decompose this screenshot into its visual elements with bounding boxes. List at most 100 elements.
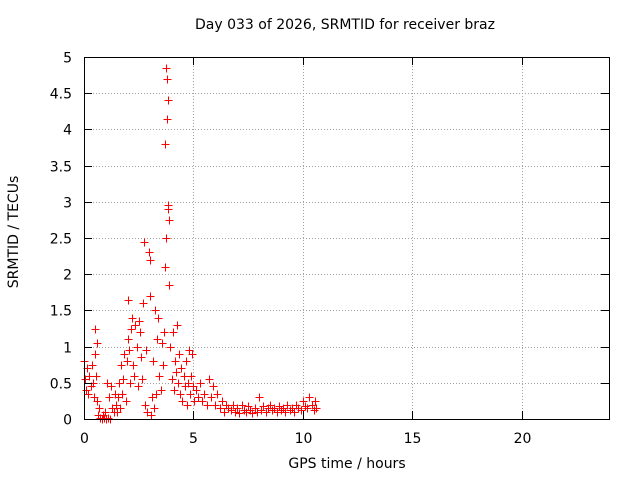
data-point [283,401,292,410]
data-point [128,314,137,323]
data-point [162,64,171,73]
data-point [305,393,314,402]
data-point [277,406,286,415]
data-point [104,414,113,423]
y-tick-label: 1.5 [50,304,72,320]
data-point [205,375,214,384]
data-point [84,390,93,399]
data-point [244,402,253,411]
data-point [275,402,284,411]
data-point [255,393,264,402]
data-point [168,375,177,384]
x-axis-label: GPS time / hours [288,456,406,472]
data-point [95,404,104,413]
data-point [127,325,136,334]
data-point [235,409,244,418]
data-point [180,372,189,381]
data-point [188,350,197,359]
data-point [182,357,191,366]
data-point [187,372,196,381]
data-point [231,408,240,417]
data-point [101,408,110,417]
data-point [209,382,218,391]
data-point [88,361,97,370]
data-point [147,411,156,420]
data-point [165,281,174,290]
data-point [233,404,242,413]
data-point [120,350,129,359]
y-tick-label: 2.5 [50,232,72,248]
data-point [124,296,133,305]
data-point [125,346,134,355]
data-point [149,357,158,366]
data-point [118,390,127,399]
data-point [165,216,174,225]
data-point [175,350,184,359]
y-tick-label: 0.5 [50,377,72,393]
y-tick-label: 3.5 [50,160,72,176]
data-point [253,408,262,417]
data-point [200,390,209,399]
data-point [159,361,168,370]
data-point [131,321,140,330]
x-tick-label: 15 [404,431,422,447]
data-point [183,401,192,410]
data-point [155,372,164,381]
data-point [161,263,170,272]
data-point [268,406,277,415]
data-point [116,404,125,413]
data-point [164,96,173,105]
data-point [207,393,216,402]
data-point [286,406,295,415]
data-point [218,397,227,406]
x-tick-label: 10 [295,431,313,447]
data-point [248,409,257,418]
data-point [136,328,145,337]
data-point [211,401,220,410]
data-point [190,397,199,406]
data-point [129,361,138,370]
data-point [152,390,161,399]
data-point [139,299,148,308]
data-point [107,382,116,391]
data-point [290,408,299,417]
data-point [310,406,319,415]
data-point [178,397,187,406]
data-point [184,379,193,388]
data-point [299,397,308,406]
data-point [171,357,180,366]
data-point [160,328,169,337]
data-point [163,115,172,124]
data-point [85,372,94,381]
y-tick-label: 0 [63,413,72,429]
data-point [238,401,247,410]
x-tick-label: 0 [80,431,89,447]
data-point [281,408,290,417]
data-point [311,397,320,406]
data-point [145,248,154,257]
data-point [82,386,91,395]
data-point [186,390,195,399]
y-tick-label: 4.5 [50,87,72,103]
data-point [257,406,266,415]
data-point [312,404,321,413]
data-point [297,406,306,415]
data-point [130,372,139,381]
data-point [162,234,171,243]
data-point [135,317,144,326]
data-point [192,386,201,395]
data-point [133,343,142,352]
data-points [80,64,321,424]
data-point [93,397,102,406]
y-tick-label: 5 [63,51,72,67]
data-point [119,375,128,384]
x-tick-label: 5 [189,431,198,447]
data-point [216,404,225,413]
data-point [126,379,135,388]
data-point [194,393,203,402]
data-point [91,325,100,334]
data-point [166,343,175,352]
axis-ticks: 0 0.5 1 1.5 2 2.5 3 3.5 4 4.5 5 0 5 10 15 20 [50,51,609,447]
data-point [122,397,131,406]
